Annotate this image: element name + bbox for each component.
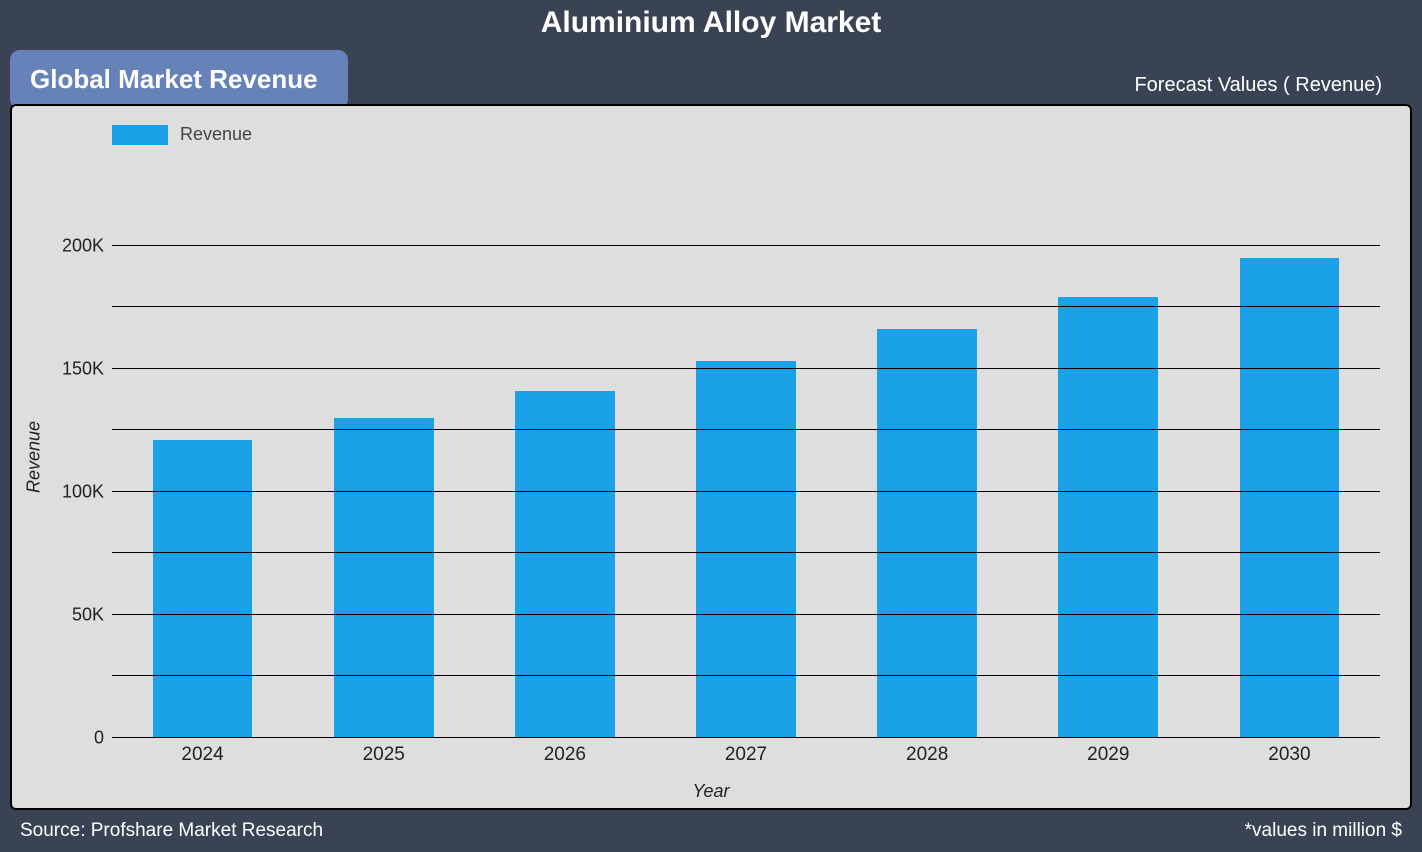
- x-tick-label: 2029: [1087, 744, 1129, 766]
- chart-legend: Revenue: [112, 124, 252, 145]
- bar: [1058, 297, 1158, 738]
- y-tick-label: 200K: [62, 235, 104, 256]
- y-tick-label: 0: [94, 728, 104, 749]
- grid-line: [112, 245, 1380, 246]
- subtitle-badge: Global Market Revenue: [10, 50, 348, 109]
- y-tick-label: 100K: [62, 481, 104, 502]
- x-tick-label: 2027: [725, 744, 767, 766]
- bar: [877, 329, 977, 738]
- x-tick-label: 2024: [181, 744, 223, 766]
- bar: [696, 361, 796, 738]
- chart-bars: [112, 184, 1380, 738]
- bar: [153, 440, 253, 738]
- footer-note: *values in million $: [1245, 820, 1402, 842]
- grid-line: [112, 675, 1380, 676]
- grid-line: [112, 552, 1380, 553]
- x-tick-label: 2026: [544, 744, 586, 766]
- y-tick-label: 50K: [72, 604, 104, 625]
- forecast-label: Forecast Values ( Revenue): [1134, 74, 1382, 97]
- chart-plot-area: 050K100K150K200K202420252026202720282029…: [112, 184, 1380, 738]
- legend-label: Revenue: [180, 124, 252, 145]
- grid-line: [112, 368, 1380, 369]
- grid-line: [112, 614, 1380, 615]
- x-tick-label: 2030: [1268, 744, 1310, 766]
- x-tick-label: 2028: [906, 744, 948, 766]
- legend-swatch: [112, 125, 168, 145]
- footer-source: Source: Profshare Market Research: [20, 820, 323, 842]
- y-axis-title: Revenue: [24, 421, 45, 493]
- bar: [334, 418, 434, 738]
- bar: [515, 391, 615, 738]
- x-tick-label: 2025: [363, 744, 405, 766]
- grid-line: [112, 429, 1380, 430]
- bar: [1240, 258, 1340, 738]
- y-tick-label: 150K: [62, 358, 104, 379]
- page-title: Aluminium Alloy Market: [0, 0, 1422, 40]
- chart-frame: Revenue Revenue 050K100K150K200K20242025…: [10, 104, 1412, 810]
- x-axis-title: Year: [692, 781, 729, 802]
- grid-line: [112, 491, 1380, 492]
- grid-line: [112, 737, 1380, 738]
- grid-line: [112, 306, 1380, 307]
